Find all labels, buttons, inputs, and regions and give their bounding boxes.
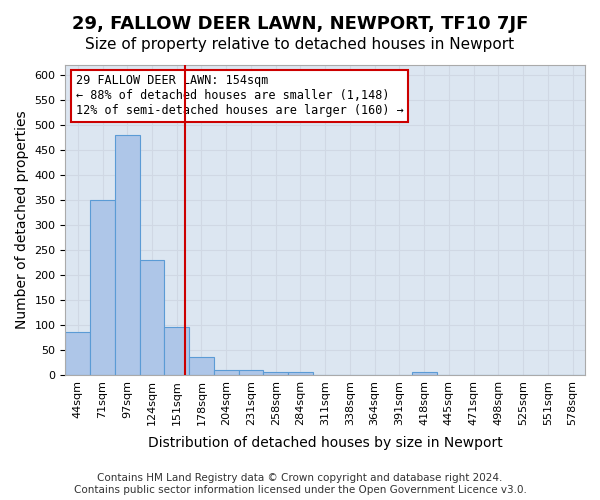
Y-axis label: Number of detached properties: Number of detached properties bbox=[15, 110, 29, 330]
Text: Contains HM Land Registry data © Crown copyright and database right 2024.
Contai: Contains HM Land Registry data © Crown c… bbox=[74, 474, 526, 495]
Bar bbox=[140, 260, 164, 375]
Bar bbox=[189, 358, 214, 375]
Text: Size of property relative to detached houses in Newport: Size of property relative to detached ho… bbox=[85, 38, 515, 52]
Bar bbox=[90, 200, 115, 375]
Bar bbox=[412, 372, 437, 375]
Text: 29, FALLOW DEER LAWN, NEWPORT, TF10 7JF: 29, FALLOW DEER LAWN, NEWPORT, TF10 7JF bbox=[72, 15, 528, 33]
Bar bbox=[164, 328, 189, 375]
Bar bbox=[65, 332, 90, 375]
Bar bbox=[288, 372, 313, 375]
Bar bbox=[239, 370, 263, 375]
X-axis label: Distribution of detached houses by size in Newport: Distribution of detached houses by size … bbox=[148, 436, 503, 450]
Bar bbox=[263, 372, 288, 375]
Bar bbox=[214, 370, 239, 375]
Bar bbox=[115, 135, 140, 375]
Text: 29 FALLOW DEER LAWN: 154sqm
← 88% of detached houses are smaller (1,148)
12% of : 29 FALLOW DEER LAWN: 154sqm ← 88% of det… bbox=[76, 74, 404, 118]
